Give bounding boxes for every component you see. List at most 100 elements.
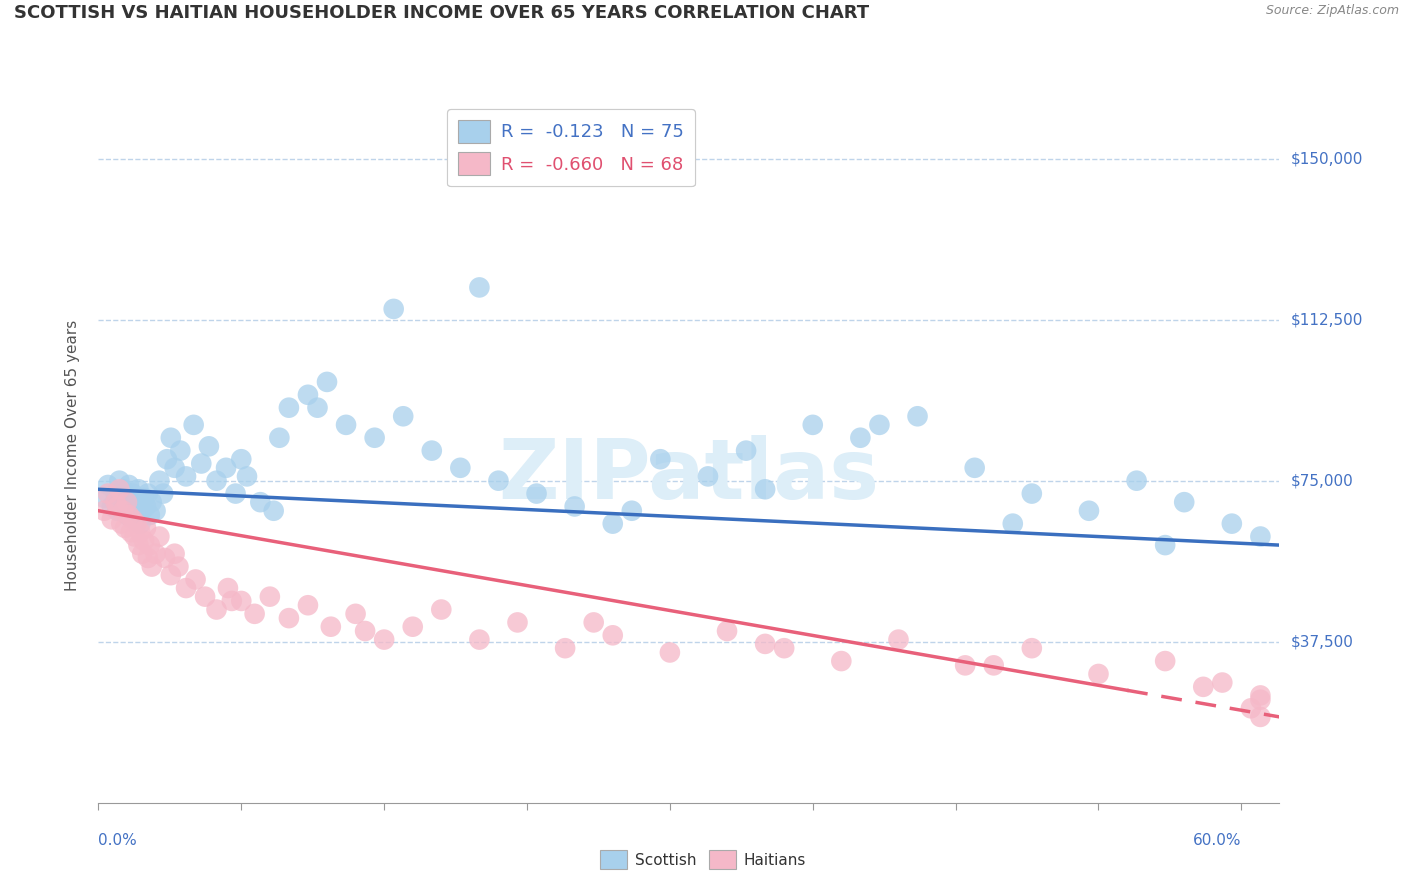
Point [169,443,191,458]
Point [468,280,491,294]
Point [354,624,377,638]
Point [97,478,120,492]
Point [277,401,299,415]
Point [225,486,247,500]
Point [163,547,186,561]
Point [134,491,156,505]
Point [124,512,146,526]
Text: ZIPatlas: ZIPatlas [499,435,879,516]
Point [135,521,157,535]
Point [107,500,129,514]
Point [198,439,221,453]
Point [115,495,138,509]
Point [1211,675,1233,690]
Point [205,602,228,616]
Point [125,516,148,531]
Point [135,500,157,514]
Point [754,637,776,651]
Point [297,388,319,402]
Point [1249,710,1271,724]
Point [121,486,143,500]
Point [735,443,758,458]
Point [100,512,122,526]
Point [243,607,266,621]
Point [506,615,529,630]
Point [120,525,142,540]
Point [114,521,136,535]
Point [100,500,122,514]
Point [297,599,319,613]
Point [139,538,162,552]
Point [420,443,443,458]
Point [183,417,205,432]
Point [153,551,176,566]
Text: $112,500: $112,500 [1291,312,1362,327]
Point [159,568,181,582]
Point [277,611,299,625]
Text: $37,500: $37,500 [1291,634,1354,649]
Point [194,590,217,604]
Point [110,516,132,531]
Point [344,607,367,621]
Point [1078,504,1101,518]
Point [554,641,576,656]
Text: $75,000: $75,000 [1291,473,1354,488]
Text: $150,000: $150,000 [1291,151,1362,166]
Point [112,504,135,518]
Text: 0.0%: 0.0% [98,833,138,848]
Point [658,645,681,659]
Point [335,417,357,432]
Point [167,559,190,574]
Point [108,483,131,497]
Point [174,469,197,483]
Point [602,516,624,531]
Text: Source: ZipAtlas.com: Source: ZipAtlas.com [1265,4,1399,18]
Legend: Scottish, Haitians: Scottish, Haitians [593,844,813,875]
Point [564,500,586,514]
Point [316,375,339,389]
Point [148,529,170,543]
Point [1021,641,1043,656]
Point [382,301,405,316]
Point [131,547,153,561]
Point [236,469,259,483]
Point [134,533,156,548]
Text: SCOTTISH VS HAITIAN HOUSEHOLDER INCOME OVER 65 YEARS CORRELATION CHART: SCOTTISH VS HAITIAN HOUSEHOLDER INCOME O… [14,4,869,22]
Point [124,529,146,543]
Point [1249,689,1271,703]
Point [163,460,186,475]
Point [1192,680,1215,694]
Point [139,508,162,522]
Point [1021,486,1043,500]
Point [108,474,131,488]
Point [221,594,243,608]
Point [259,590,281,604]
Point [1249,529,1271,543]
Point [830,654,852,668]
Point [217,581,239,595]
Point [93,491,115,505]
Point [801,417,824,432]
Point [1249,692,1271,706]
Point [1154,654,1177,668]
Point [773,641,796,656]
Point [697,469,720,483]
Point [269,431,291,445]
Point [307,401,329,415]
Point [392,409,415,424]
Point [249,495,271,509]
Point [1154,538,1177,552]
Point [190,457,212,471]
Point [127,483,149,497]
Point [174,581,197,595]
Point [887,632,910,647]
Point [114,491,136,505]
Point [754,483,776,497]
Point [93,504,115,518]
Point [1087,667,1109,681]
Point [104,486,127,500]
Point [602,628,624,642]
Point [129,525,152,540]
Point [205,474,228,488]
Point [125,495,148,509]
